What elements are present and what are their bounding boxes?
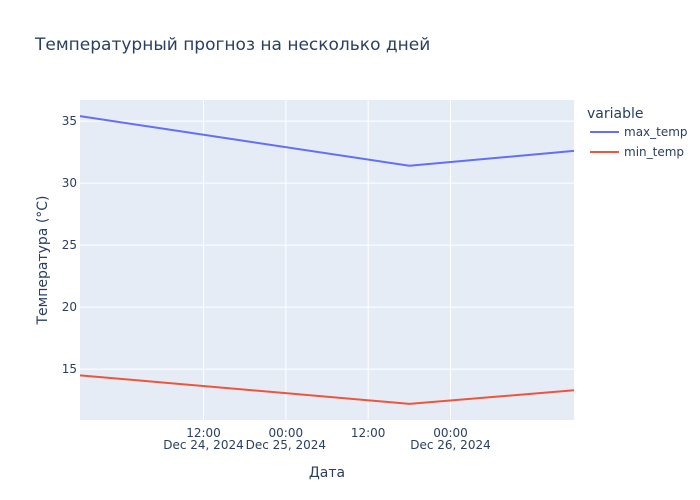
x-tick-label: 00:00	[269, 426, 304, 440]
y-tick-label: 20	[62, 300, 77, 314]
x-tick-date-label: Dec 26, 2024	[410, 438, 490, 452]
x-axis-title: Дата	[309, 465, 345, 481]
y-tick-label: 30	[62, 176, 77, 190]
grid-lines	[80, 100, 574, 420]
x-tick-label: 00:00	[433, 426, 468, 440]
legend-label-min_temp: min_temp	[624, 145, 684, 159]
legend-title: variable	[587, 106, 643, 122]
series-line-min_temp	[79, 374, 575, 405]
x-tick-date-label: Dec 25, 2024	[246, 438, 326, 452]
y-axis-ticks: 15 20 25 30 35	[62, 114, 77, 376]
y-tick-label: 25	[62, 238, 77, 252]
x-tick-label: 12:00	[186, 426, 221, 440]
chart-title: Температурный прогноз на несколько дней	[34, 35, 430, 55]
y-axis-title: Температура (°C)	[35, 195, 51, 325]
x-tick-label: 12:00	[351, 426, 386, 440]
y-tick-label: 15	[62, 362, 77, 376]
plot-area	[80, 100, 574, 420]
legend-label-max_temp: max_temp	[624, 125, 688, 139]
series-line-max_temp	[79, 115, 575, 167]
series-lines	[79, 115, 575, 405]
y-tick-label: 35	[62, 114, 77, 128]
x-tick-date-label: Dec 24, 2024	[163, 438, 243, 452]
legend: max_temp min_temp	[590, 125, 688, 159]
